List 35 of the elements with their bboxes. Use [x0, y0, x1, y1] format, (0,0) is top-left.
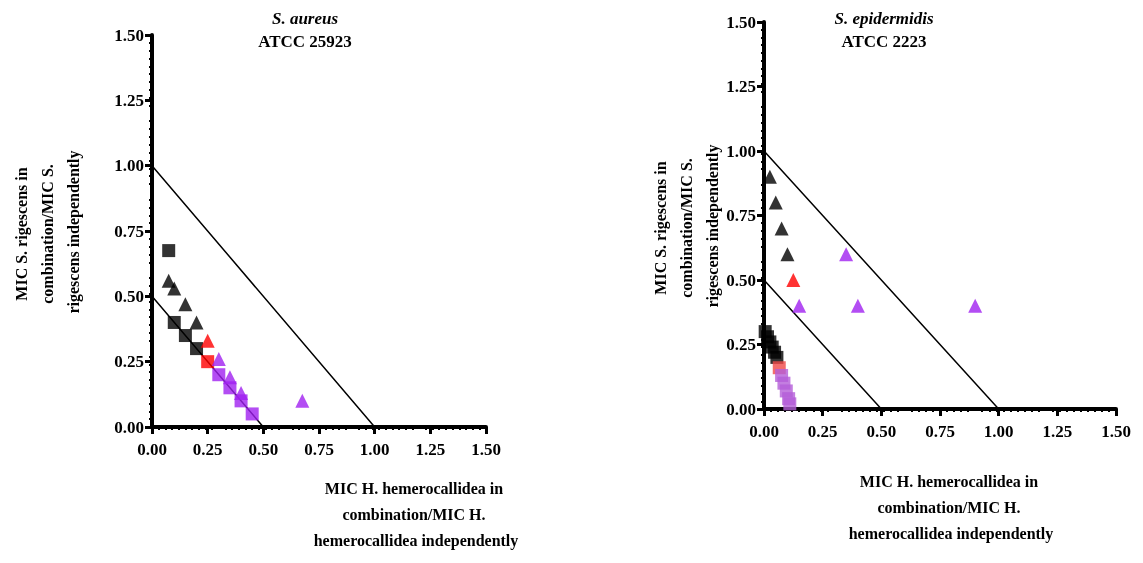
y-tick-label: 1.00 — [726, 141, 756, 161]
y-tick-label: 1.50 — [114, 25, 144, 45]
x-tick-label: 1.00 — [359, 440, 390, 459]
x-tick-label: 0.00 — [749, 422, 779, 441]
chart-title: S. epidermidis — [834, 9, 934, 28]
x-tick-label: 0.75 — [304, 440, 334, 459]
x-axis-title: MIC H. hemerocallidea in combination/MIC H. hemerocallidea independently — [313, 479, 519, 550]
x-axis-title: MIC H. hemerocallidea in combination/MIC H. hemerocallidea independently — [848, 472, 1054, 543]
x-tick-label: 0.50 — [866, 422, 897, 441]
y-tick-label: 0.25 — [114, 352, 144, 372]
x-tick-label: 0.25 — [192, 440, 223, 459]
y-tick-label: 1.25 — [726, 77, 756, 96]
y-axis-title: MIC S. rigescens in combination/MIC S. rigescens independently — [12, 150, 83, 314]
chart-subtitle: ATCC 25923 — [258, 32, 352, 51]
y-tick-label: 1.50 — [726, 12, 756, 32]
x-tick-label: 1.25 — [415, 440, 446, 459]
y-tick-label: 0.25 — [726, 335, 756, 354]
y-axis-title: MIC S. rigescens in combination/MIC S. rigescens independently — [651, 144, 722, 308]
x-tick-label: 0.75 — [925, 422, 955, 441]
x-tick-label: 0.50 — [248, 440, 279, 459]
x-tick-label: 0.25 — [807, 422, 838, 441]
y-tick-label: 1.00 — [114, 156, 144, 176]
y-tick-label: 0.50 — [114, 286, 144, 306]
y-tick-label: 0.75 — [114, 221, 144, 241]
x-tick-label: 1.00 — [983, 422, 1014, 441]
chart-title: S. aureus — [271, 9, 339, 28]
y-tick-label: 0.75 — [726, 206, 756, 225]
y-tick-label: 0.00 — [726, 399, 756, 419]
y-tick-label: 1.25 — [114, 90, 144, 110]
x-tick-label: 1.50 — [1101, 422, 1131, 441]
x-tick-label: 1.25 — [1042, 422, 1073, 441]
x-tick-label: 0.00 — [137, 440, 167, 459]
x-tick-label: 1.50 — [471, 440, 501, 459]
text: ATCC 2223 — [841, 32, 927, 51]
y-tick-label: 0.50 — [726, 270, 756, 290]
